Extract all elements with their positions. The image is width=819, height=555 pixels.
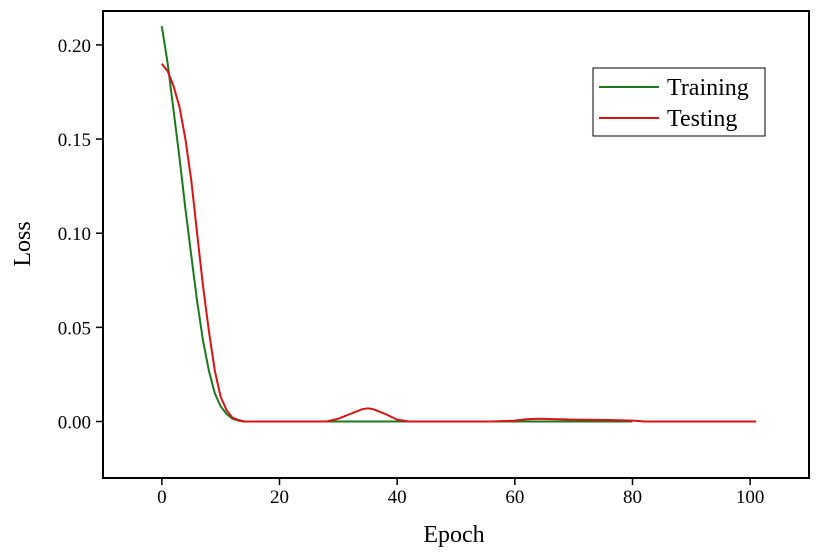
- y-axis-ticks: 0.00 0.05 0.10 0.15 0.20: [58, 36, 103, 434]
- legend-box: [592, 67, 766, 137]
- y-axis-label: Loss: [10, 221, 36, 266]
- y-tick-label: 0.05: [58, 318, 91, 339]
- x-tick-label: 40: [388, 487, 407, 508]
- y-tick-label: 0.20: [58, 36, 91, 57]
- x-tick-label: 100: [736, 487, 765, 508]
- legend: Training Testing: [592, 67, 766, 137]
- y-tick-label: 0.10: [58, 224, 91, 245]
- series-layer: [160, 25, 757, 423]
- x-axis-label: Epoch: [423, 522, 484, 548]
- y-tick-label: 0.00: [58, 413, 91, 434]
- x-tick-label: 80: [623, 487, 642, 508]
- legend-label-testing: Testing: [667, 106, 737, 132]
- plot-frame: [102, 10, 810, 479]
- legend-label-training: Training: [667, 75, 749, 101]
- series-line-testing: [161, 63, 757, 423]
- x-tick-label: 20: [270, 487, 289, 508]
- x-axis-ticks: 0 20 40 60 80 100: [157, 478, 764, 508]
- y-tick-label: 0.15: [58, 130, 91, 151]
- series-line-training: [160, 25, 633, 423]
- x-tick-label: 60: [505, 487, 524, 508]
- x-tick-label: 0: [157, 487, 167, 508]
